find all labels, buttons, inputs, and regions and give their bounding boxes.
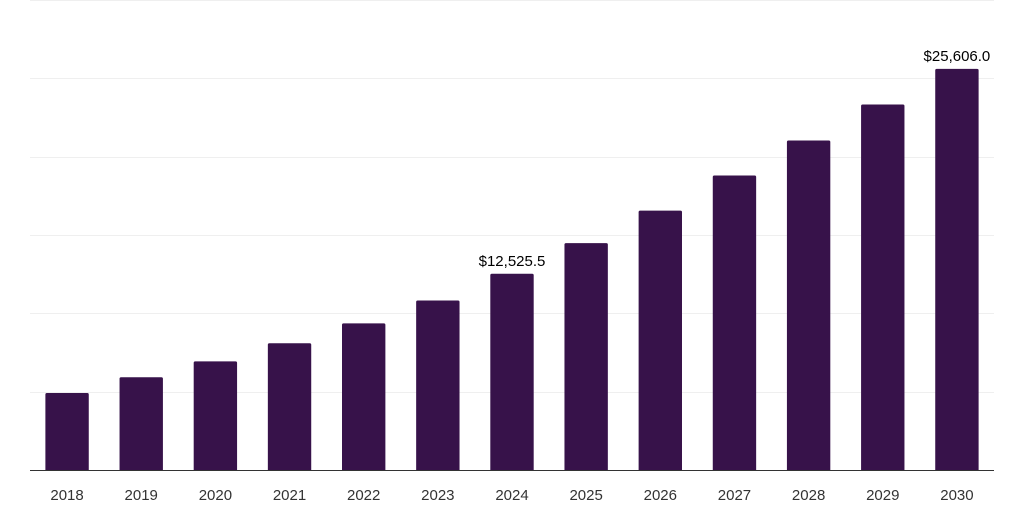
data-label-2024: $12,525.5 [479,253,546,270]
x-tick-label: 2025 [569,487,602,504]
x-tick-label: 2029 [866,487,899,504]
data-labels: $12,525.5 $25,606.0 [479,48,991,270]
bar-2019 [119,377,163,470]
bar-2021 [267,343,312,470]
bar-2028 [786,140,831,470]
x-tick-label: 2022 [347,487,380,504]
bar-2030 [935,68,979,471]
x-axis-tick-labels: 2018 2019 2020 2021 2022 2023 2024 2025 2026 2027… [50,487,973,504]
x-tick-label: 2020 [199,487,232,504]
x-tick-label: 2027 [718,487,751,504]
x-tick-label: 2024 [495,487,528,504]
x-tick-label: 2023 [421,487,454,504]
bar-2025 [564,243,608,470]
bar-2023 [416,300,460,470]
bar-2018 [45,393,89,470]
x-tick-label: 2030 [940,487,973,504]
data-label-2030: $25,606.0 [924,48,991,65]
gridlines [30,0,994,393]
bar-2029 [861,104,905,470]
x-tick-label: 2019 [125,487,158,504]
x-tick-label: 2021 [273,487,306,504]
bar-2026 [638,210,682,470]
bar-2022 [342,323,386,470]
x-tick-label: 2028 [792,487,825,504]
bar-2020 [193,361,238,470]
x-tick-label: 2018 [50,487,83,504]
bar-2024 [490,273,534,470]
bar-2027 [712,175,757,470]
x-tick-label: 2026 [644,487,677,504]
bars [45,68,979,471]
